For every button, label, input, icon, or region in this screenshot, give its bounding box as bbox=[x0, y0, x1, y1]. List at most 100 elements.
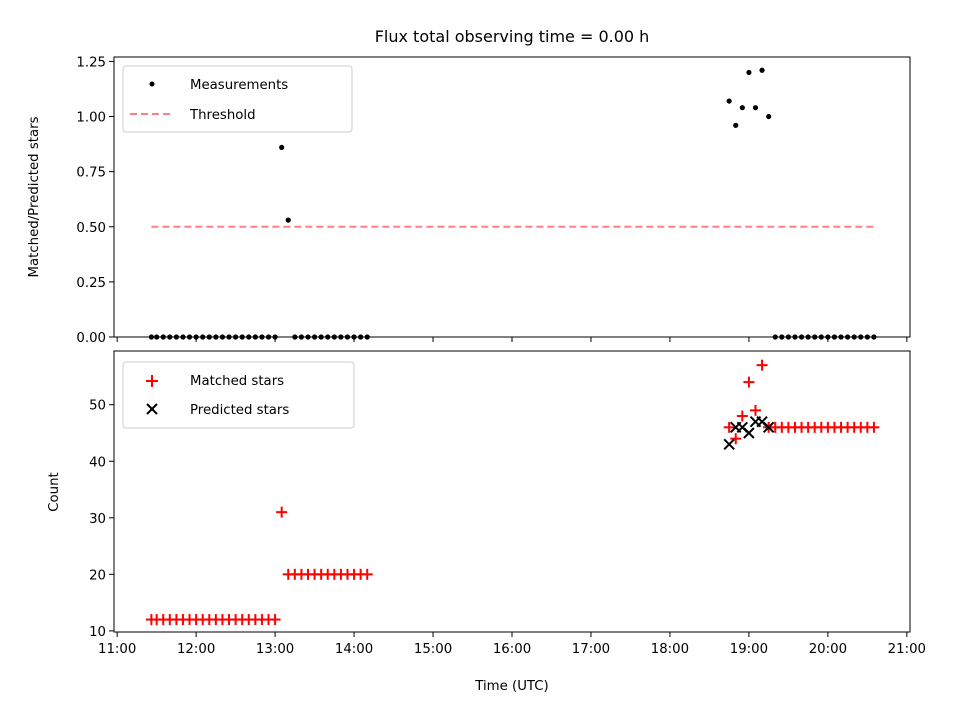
y-tick-label: 50 bbox=[89, 399, 106, 414]
measurement-point bbox=[733, 122, 739, 128]
measurement-point bbox=[792, 334, 798, 340]
bottom-y-ticks: 10 20 30 40 50 bbox=[89, 399, 114, 640]
measurement-point bbox=[864, 334, 870, 340]
matched-stars-point bbox=[723, 421, 735, 433]
measurement-point bbox=[785, 334, 791, 340]
measurement-point bbox=[160, 334, 166, 340]
measurement-point bbox=[726, 98, 732, 104]
measurement-point bbox=[213, 334, 219, 340]
measurement-point bbox=[845, 334, 851, 340]
measurement-point bbox=[871, 334, 877, 340]
legend-matched-label: Matched stars bbox=[190, 374, 284, 389]
measurement-point bbox=[318, 334, 324, 340]
measurement-point bbox=[331, 334, 337, 340]
legend-predicted-label: Predicted stars bbox=[190, 403, 289, 418]
measurement-point bbox=[805, 334, 811, 340]
measurement-point bbox=[311, 334, 318, 340]
bottom-y-axis-label: Count bbox=[47, 472, 62, 512]
predicted-stars-point bbox=[743, 427, 755, 439]
matched-stars-point bbox=[269, 614, 281, 626]
y-tick-label: 1.25 bbox=[76, 55, 106, 70]
y-tick-label: 1.00 bbox=[76, 111, 106, 126]
top-legend-box bbox=[122, 65, 353, 133]
x-tick-label: 14:00 bbox=[335, 642, 373, 657]
measurement-point bbox=[148, 334, 154, 340]
legend-predicted-marker bbox=[146, 403, 158, 415]
y-tick-label: 0.50 bbox=[76, 221, 106, 236]
measurement-point bbox=[167, 334, 173, 340]
measurement-point bbox=[219, 334, 226, 340]
y-tick-label: 0.25 bbox=[76, 276, 106, 291]
top-x-ticks bbox=[116, 337, 908, 342]
y-tick-label: 10 bbox=[89, 625, 106, 640]
x-tick-label: 21:00 bbox=[888, 642, 926, 657]
measurement-point bbox=[279, 144, 285, 150]
measurement-point bbox=[325, 334, 331, 340]
top-panel: 0.00 0.25 0.50 0.75 1.00 1.25 Matched/Predict… bbox=[27, 55, 911, 346]
y-tick-label: 40 bbox=[89, 455, 106, 470]
matched-stars-point bbox=[749, 404, 761, 416]
legend-measurements-marker bbox=[149, 81, 155, 87]
measurement-point bbox=[798, 334, 805, 340]
y-tick-label: 30 bbox=[89, 512, 106, 527]
measurement-point bbox=[739, 105, 745, 111]
measurement-point bbox=[759, 67, 765, 73]
measurement-point bbox=[812, 334, 818, 340]
measurement-point bbox=[838, 334, 844, 340]
x-tick-label: 18:00 bbox=[651, 642, 689, 657]
matched-stars-point bbox=[756, 359, 768, 371]
measurement-point bbox=[239, 334, 245, 340]
measurement-point bbox=[344, 334, 351, 340]
measurement-point bbox=[206, 334, 212, 340]
measurement-point bbox=[364, 334, 370, 340]
matched-stars-point bbox=[730, 433, 742, 445]
matched-stars-point bbox=[276, 506, 288, 518]
y-tick-label: 0.75 bbox=[76, 166, 106, 181]
measurement-point bbox=[200, 334, 206, 340]
x-tick-label: 13:00 bbox=[256, 642, 294, 657]
predicted-stars-point bbox=[762, 421, 775, 434]
x-tick-label: 16:00 bbox=[493, 642, 531, 657]
y-tick-label: 0.00 bbox=[76, 331, 106, 346]
x-tick-label: 20:00 bbox=[809, 642, 847, 657]
measurement-point bbox=[173, 334, 179, 340]
top-legend: Measurements Threshold bbox=[122, 65, 353, 133]
legend-matched-marker bbox=[146, 375, 158, 387]
measurement-point bbox=[851, 334, 857, 340]
matched-stars-point bbox=[743, 376, 755, 388]
measurement-point bbox=[766, 113, 772, 120]
chart-title: Flux total observing time = 0.00 h bbox=[375, 27, 650, 46]
x-tick-label: 19:00 bbox=[730, 642, 768, 657]
measurement-point bbox=[298, 334, 305, 340]
bottom-panel: 10 20 30 40 50 11:00 12:00 13:00 14:00 15:00 16:0… bbox=[47, 350, 926, 694]
measurement-point bbox=[265, 334, 272, 340]
measurement-point bbox=[246, 334, 252, 340]
measurement-point bbox=[858, 334, 864, 340]
measurement-point bbox=[779, 334, 785, 340]
bottom-legend-box bbox=[122, 361, 355, 429]
measurement-point bbox=[305, 334, 311, 340]
measurement-point bbox=[186, 334, 193, 340]
matched-stars-point bbox=[868, 421, 880, 433]
measurement-point bbox=[338, 334, 344, 340]
bottom-plot-marks bbox=[145, 359, 880, 626]
matched-stars-point bbox=[361, 568, 373, 580]
legend-measurements-label: Measurements bbox=[190, 78, 288, 93]
measurement-point bbox=[752, 105, 759, 111]
measurement-point bbox=[292, 334, 298, 340]
top-y-axis-label: Matched/Predicted stars bbox=[27, 116, 42, 277]
matched-stars-point bbox=[736, 410, 748, 422]
x-tick-label: 12:00 bbox=[177, 642, 215, 657]
measurement-point bbox=[818, 334, 824, 340]
measurement-point bbox=[233, 334, 239, 340]
measurement-point bbox=[154, 334, 160, 340]
legend-threshold-label: Threshold bbox=[189, 108, 256, 123]
predicted-stars-point bbox=[723, 438, 735, 450]
x-tick-label: 17:00 bbox=[572, 642, 610, 657]
measurement-point bbox=[358, 334, 364, 340]
x-tick-label: 11:00 bbox=[98, 642, 136, 657]
x-axis-label: Time (UTC) bbox=[474, 679, 549, 694]
measurement-point bbox=[259, 334, 265, 340]
top-y-ticks: 0.00 0.25 0.50 0.75 1.00 1.25 bbox=[76, 55, 114, 346]
